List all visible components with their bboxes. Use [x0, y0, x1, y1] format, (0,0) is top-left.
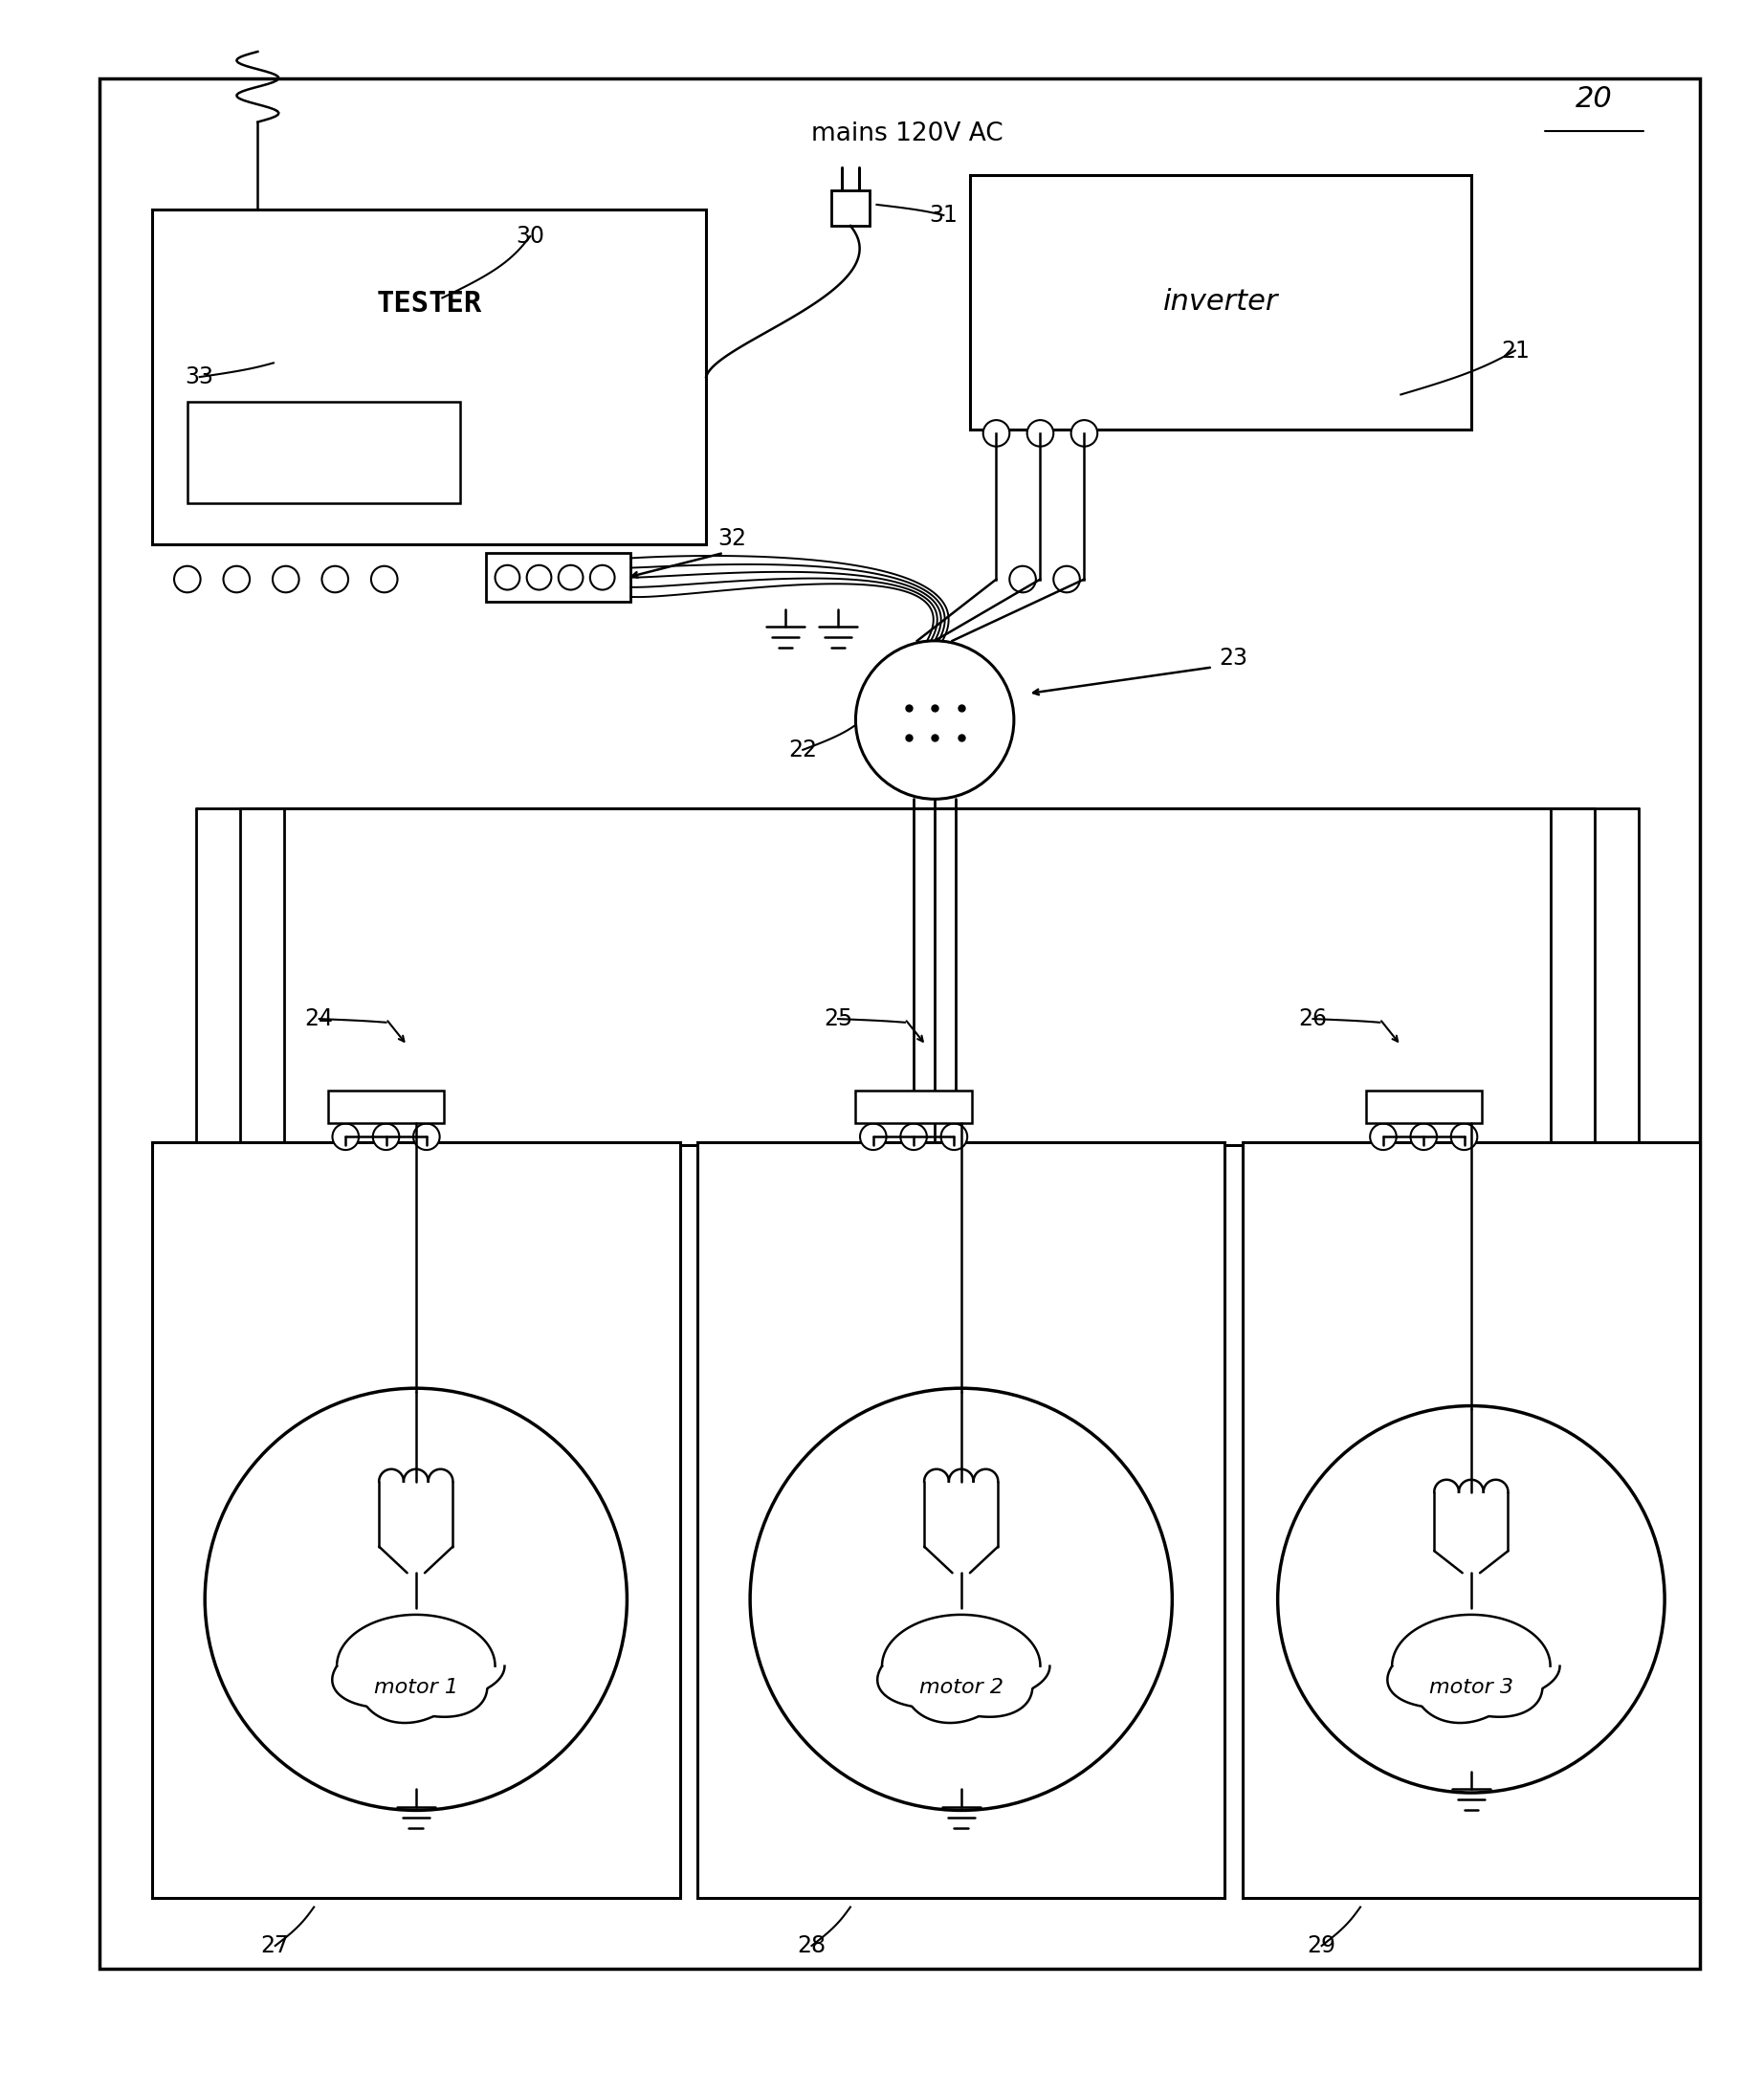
Circle shape — [413, 1124, 439, 1151]
Text: 27: 27 — [261, 1934, 289, 1957]
Circle shape — [900, 1124, 926, 1151]
Text: inverter: inverter — [1162, 288, 1279, 315]
Circle shape — [861, 1124, 886, 1151]
Circle shape — [1009, 566, 1035, 593]
Bar — [970, 174, 1471, 429]
Circle shape — [1371, 1124, 1397, 1151]
Bar — [152, 209, 706, 543]
Circle shape — [1411, 1124, 1438, 1151]
Circle shape — [1027, 421, 1053, 446]
Text: 26: 26 — [1298, 1007, 1327, 1030]
Bar — [152, 1142, 679, 1899]
Circle shape — [856, 641, 1014, 798]
Circle shape — [1071, 421, 1097, 446]
Circle shape — [321, 566, 348, 593]
Text: motor 3: motor 3 — [1429, 1677, 1514, 1698]
Bar — [1242, 1142, 1700, 1899]
Text: 32: 32 — [718, 527, 746, 549]
Circle shape — [983, 421, 1009, 446]
Text: 22: 22 — [789, 738, 817, 761]
Circle shape — [224, 566, 250, 593]
Circle shape — [372, 1124, 399, 1151]
Text: 29: 29 — [1307, 1934, 1335, 1957]
Circle shape — [205, 1389, 626, 1810]
Bar — [697, 1142, 1224, 1899]
Circle shape — [332, 1124, 358, 1151]
Circle shape — [559, 566, 584, 591]
Text: 20: 20 — [1575, 85, 1612, 114]
Circle shape — [750, 1389, 1173, 1810]
Text: 21: 21 — [1501, 340, 1529, 363]
Circle shape — [175, 566, 201, 593]
Text: 30: 30 — [515, 224, 545, 249]
Circle shape — [1452, 1124, 1476, 1151]
Text: mains 120V AC: mains 120V AC — [811, 122, 1004, 147]
Circle shape — [496, 566, 520, 591]
Text: 23: 23 — [1219, 647, 1249, 670]
Circle shape — [273, 566, 298, 593]
Circle shape — [1277, 1405, 1665, 1793]
Text: TESTER: TESTER — [376, 290, 482, 317]
Bar — [487, 553, 630, 601]
Text: motor 2: motor 2 — [919, 1677, 1004, 1698]
Text: motor 1: motor 1 — [374, 1677, 459, 1698]
Bar — [328, 1090, 445, 1124]
Bar — [1365, 1090, 1482, 1124]
Text: 24: 24 — [305, 1007, 333, 1030]
Bar — [856, 1090, 972, 1124]
Circle shape — [940, 1124, 967, 1151]
Circle shape — [527, 566, 552, 591]
Text: 31: 31 — [930, 203, 958, 226]
Text: 33: 33 — [185, 365, 213, 388]
Text: 28: 28 — [797, 1934, 826, 1957]
Bar — [187, 402, 460, 504]
Text: 25: 25 — [824, 1007, 852, 1030]
Circle shape — [1053, 566, 1080, 593]
Circle shape — [591, 566, 614, 591]
Bar — [831, 191, 870, 226]
Circle shape — [370, 566, 397, 593]
